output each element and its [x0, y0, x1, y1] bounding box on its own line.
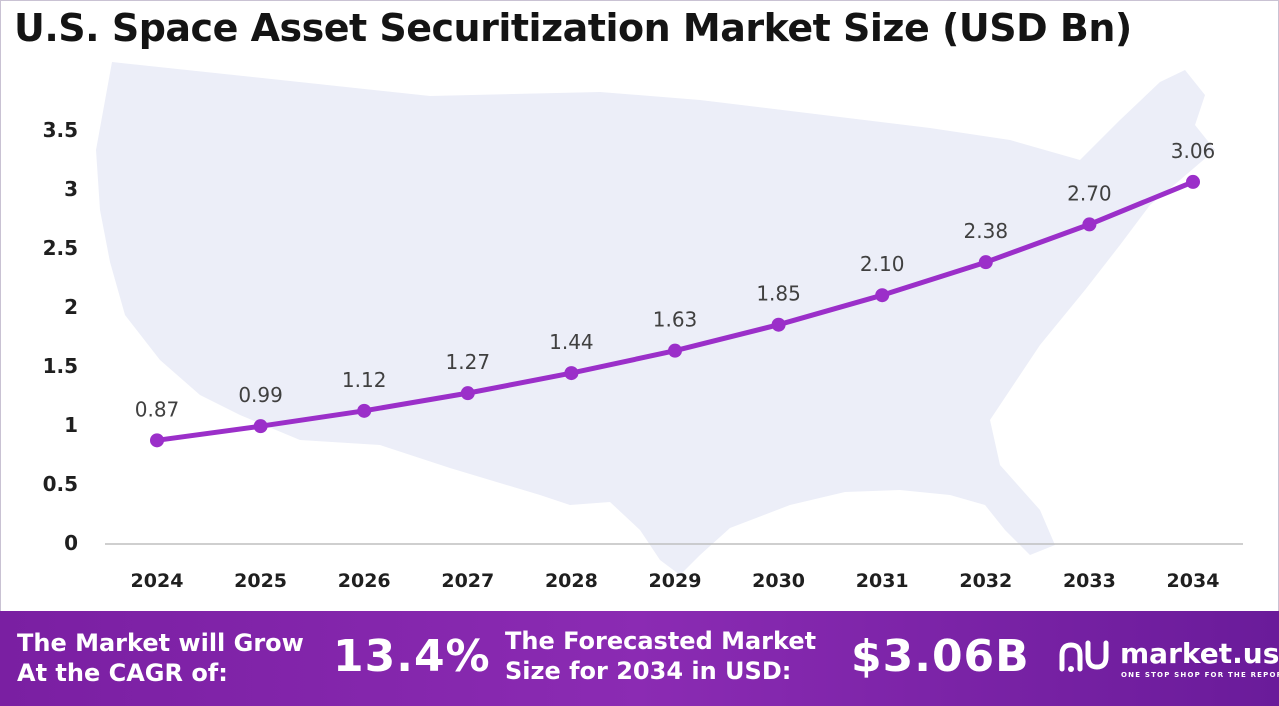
data-label: 1.85 — [756, 282, 801, 306]
forecast-value: $3.06B — [851, 631, 1030, 682]
data-label: 1.44 — [549, 330, 594, 354]
x-tick-label: 2027 — [441, 570, 494, 592]
cagr-value: 13.4% — [333, 631, 491, 682]
data-point — [150, 433, 164, 448]
data-point — [1186, 174, 1200, 189]
data-point — [357, 403, 372, 418]
data-points — [150, 174, 1200, 448]
x-tick-label: 2029 — [649, 570, 702, 592]
x-tick-label: 2028 — [545, 570, 598, 592]
x-tick-label: 2034 — [1167, 570, 1220, 592]
data-point — [460, 386, 475, 401]
chart-area: 00.511.522.533.5 2024 2025 2026 2027 2028 202… — [43, 62, 1243, 592]
footer-banner: The Market will Grow At the CAGR of: 13.… — [0, 611, 1279, 706]
y-axis-ticks: 0 0.5 1 1.5 2 2.5 3 3.5 — [43, 118, 78, 555]
data-point — [668, 343, 682, 358]
x-tick-label: 2026 — [338, 570, 391, 592]
chart-title: U.S. Space Asset Securitization Market S… — [14, 6, 1132, 50]
data-point — [978, 255, 993, 270]
cagr-text: The Market will Grow At the CAGR of: — [17, 629, 304, 687]
brand-logo: market.us ONE STOP SHOP FOR THE REPORTS — [1058, 637, 1279, 687]
data-label: 1.27 — [446, 350, 491, 374]
data-label: 0.87 — [135, 397, 180, 421]
market-us-logo-icon — [1059, 640, 1109, 672]
data-label: 1.12 — [342, 368, 387, 392]
data-label: 2.70 — [1067, 181, 1112, 205]
data-point — [1082, 217, 1097, 232]
x-tick-label: 2032 — [959, 570, 1012, 592]
y-tick-label: 1.5 — [43, 354, 78, 378]
y-tick-label: 2 — [64, 295, 78, 319]
x-tick-label: 2030 — [752, 570, 805, 592]
data-point — [564, 366, 579, 381]
y-tick-label: 1 — [64, 413, 78, 437]
x-axis-ticks: 2024 2025 2026 2027 2028 2029 2030 2031 2032 2033… — [131, 570, 1220, 592]
data-labels: 0.87 0.99 1.12 1.27 1.44 1.63 1.85 2.10 2.38 2.70… — [135, 139, 1216, 421]
brand-name: market.us — [1120, 637, 1279, 670]
x-tick-label: 2024 — [131, 570, 184, 592]
y-tick-label: 0.5 — [43, 472, 78, 496]
data-label: 3.06 — [1171, 139, 1216, 163]
data-point — [875, 288, 890, 303]
y-tick-label: 3 — [64, 177, 78, 201]
x-tick-label: 2025 — [234, 570, 287, 592]
x-tick-label: 2031 — [856, 570, 909, 592]
y-tick-label: 0 — [64, 531, 78, 555]
data-label: 2.10 — [860, 252, 905, 276]
data-label: 0.99 — [238, 383, 283, 407]
y-tick-label: 3.5 — [43, 118, 78, 142]
y-tick-label: 2.5 — [43, 236, 78, 260]
data-label: 2.38 — [964, 219, 1009, 243]
data-point — [253, 419, 268, 434]
us-map-background — [96, 62, 1215, 575]
data-point — [771, 317, 786, 332]
brand-tagline: ONE STOP SHOP FOR THE REPORTS — [1121, 671, 1279, 679]
forecast-text: The Forecasted Market Size for 2034 in U… — [505, 627, 817, 685]
x-tick-label: 2033 — [1063, 570, 1116, 592]
data-label: 1.63 — [653, 308, 698, 332]
